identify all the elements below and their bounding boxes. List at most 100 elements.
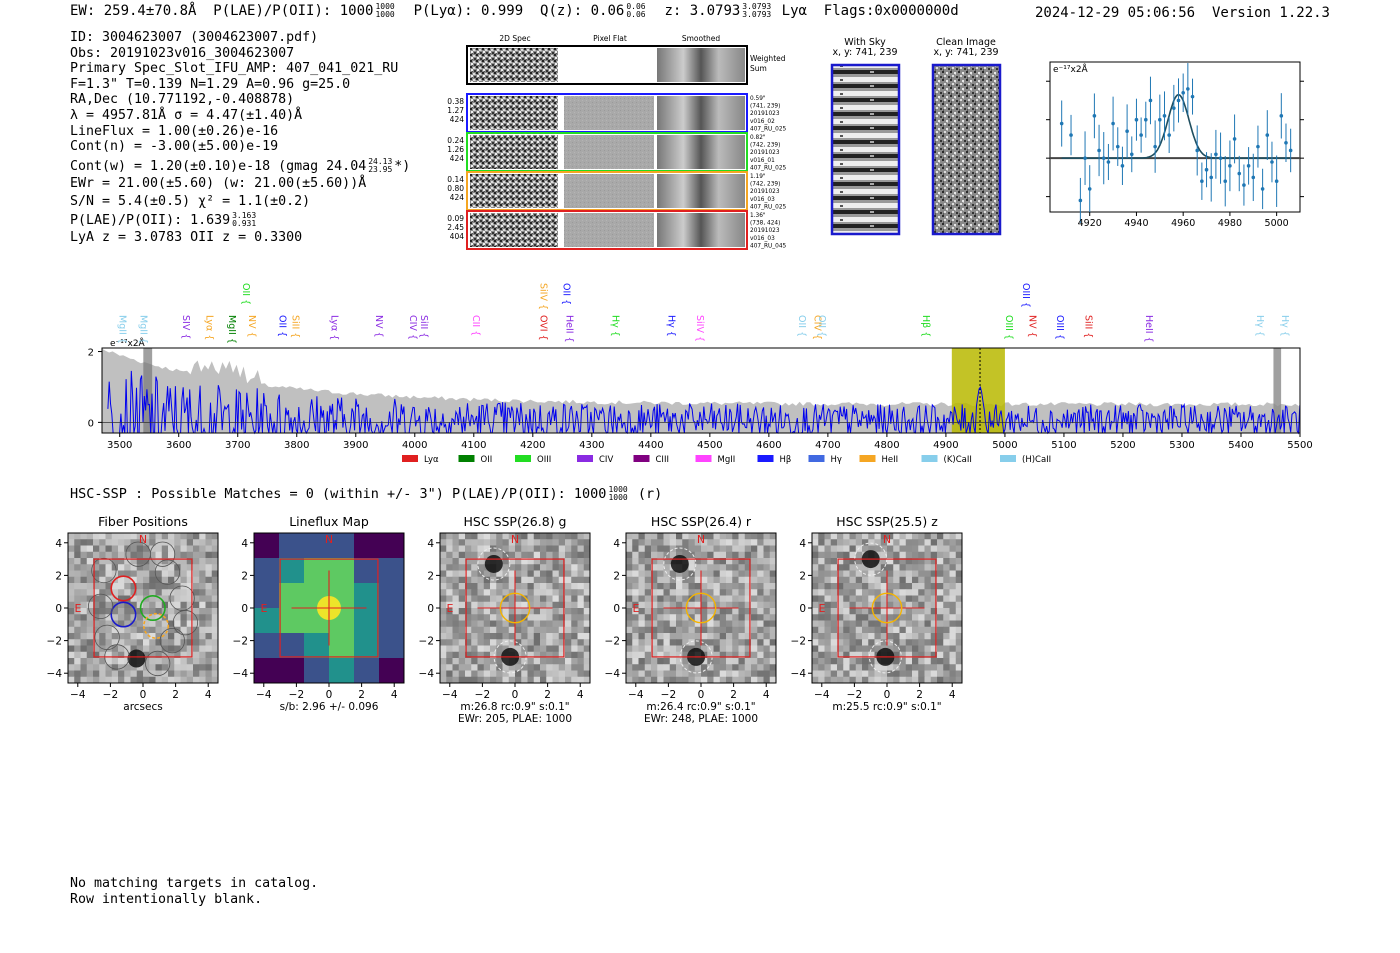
image-pixel (452, 676, 460, 684)
image-pixel (458, 626, 466, 634)
legend-item: MgII (695, 455, 735, 465)
image-pixel (130, 564, 138, 571)
image-pixel (86, 564, 94, 571)
image-pixel (149, 645, 156, 653)
image-pixel (868, 651, 875, 659)
image-pixel (471, 645, 478, 653)
image-pixel (86, 595, 94, 603)
image-pixel (713, 651, 721, 659)
image-pixel (490, 533, 497, 540)
image-pixel (68, 639, 75, 646)
flux-map-cell (254, 583, 280, 609)
image-pixel (837, 545, 844, 553)
image-pixel (955, 539, 963, 546)
image-pixel (521, 651, 528, 659)
image-pixel (657, 558, 664, 565)
image-pixel (694, 583, 702, 590)
image-pixel (669, 551, 677, 559)
image-pixel (912, 676, 919, 684)
image-pixel (707, 639, 714, 646)
image-pixel (186, 620, 194, 628)
fiber-circle (159, 627, 185, 654)
image-pixel (769, 626, 777, 634)
image-pixel (830, 551, 838, 559)
image-pixel (558, 595, 566, 603)
image-pixel (483, 614, 491, 621)
image-pixel (849, 545, 857, 553)
image-pixel (824, 589, 832, 596)
image-pixel (558, 564, 566, 571)
image-pixel (632, 670, 639, 678)
image-pixel (508, 614, 516, 621)
image-pixel (465, 633, 472, 640)
image-pixel (632, 583, 639, 590)
image-pixel (651, 670, 658, 678)
image-pixel (180, 601, 188, 609)
image-pixel (136, 583, 144, 590)
image-pixel (763, 564, 771, 571)
flux-map-cell (279, 533, 305, 559)
image-pixel (763, 639, 771, 646)
sky-images (830, 63, 1002, 236)
image-pixel (757, 614, 764, 621)
image-pixel (874, 608, 882, 615)
image-pixel (180, 545, 188, 553)
image-pixel (465, 670, 472, 678)
fiber-circle (149, 541, 176, 567)
image-pixel (682, 664, 689, 671)
image-pixel (669, 576, 677, 584)
image-pixel (899, 620, 907, 628)
flux-map-cell (379, 658, 405, 684)
panel-xtick-label: 0 (140, 689, 147, 701)
image-pixel (80, 595, 88, 603)
image-pixel (80, 664, 88, 671)
image-pixel (626, 645, 633, 653)
image-pixel (669, 664, 677, 671)
image-pixel (651, 614, 658, 621)
image-pixel (837, 558, 844, 565)
image-pixel (812, 564, 819, 571)
image-pixel (465, 620, 472, 628)
image-pixel (105, 533, 113, 540)
image-pixel (626, 570, 633, 578)
cutout-pixel-flat (564, 213, 654, 247)
image-pixel (452, 658, 460, 665)
flux-map-cell (379, 608, 405, 634)
image-pixel (893, 633, 900, 640)
image-pixel (769, 583, 777, 590)
image-pixel (515, 564, 522, 571)
image-pixel (769, 539, 777, 546)
image-pixel (868, 533, 875, 540)
image-pixel (644, 576, 652, 584)
fiber-circle (169, 585, 195, 611)
image-pixel (726, 533, 733, 540)
image-pixel (644, 545, 652, 553)
image-pixel (918, 651, 925, 659)
image-pixel (887, 670, 894, 678)
image-pixel (912, 576, 919, 584)
image-pixel (130, 608, 138, 615)
image-pixel (632, 545, 639, 553)
image-pixel (632, 651, 639, 659)
image-pixel (738, 595, 746, 603)
image-pixel (571, 589, 578, 596)
image-pixel (638, 639, 646, 646)
image-pixel (143, 570, 150, 578)
zoom-data-point (1242, 183, 1246, 187)
image-pixel (644, 639, 652, 646)
image-pixel (893, 614, 900, 621)
image-pixel (638, 676, 646, 684)
image-pixel (694, 670, 702, 678)
legend-label: CIV (599, 455, 613, 465)
image-pixel (471, 576, 478, 584)
image-pixel (669, 670, 677, 678)
image-pixel (136, 633, 144, 640)
image-pixel (837, 620, 844, 628)
image-pixel (626, 651, 633, 659)
image-pixel (849, 658, 857, 665)
plae-value: P(LAE)/P(OII): 1000 (213, 3, 374, 19)
aperture-box (93, 558, 193, 658)
image-pixel (738, 558, 746, 565)
image-pixel (99, 626, 106, 634)
